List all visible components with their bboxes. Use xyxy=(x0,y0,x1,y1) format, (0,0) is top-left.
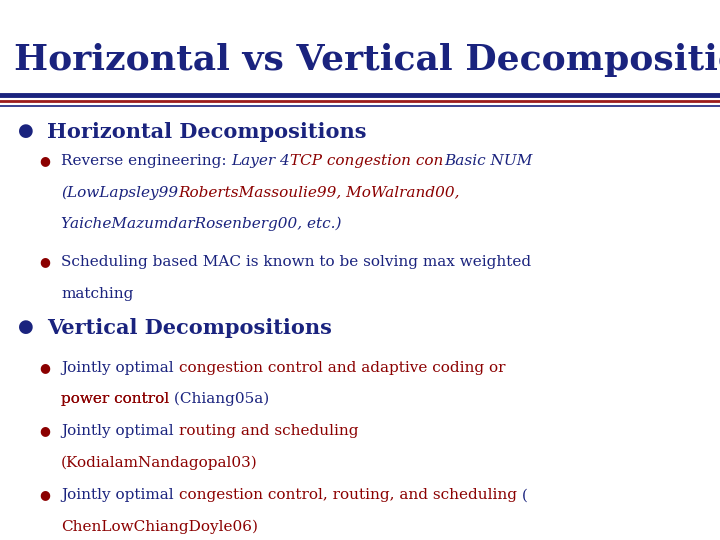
Text: congestion control, routing, and scheduling: congestion control, routing, and schedul… xyxy=(179,488,517,502)
Text: ●: ● xyxy=(40,361,50,374)
Text: Horizontal vs Vertical Decomposition: Horizontal vs Vertical Decomposition xyxy=(14,43,720,77)
Text: Vertical Decompositions: Vertical Decompositions xyxy=(47,318,332,338)
Text: ●: ● xyxy=(40,255,50,268)
Text: Basic NUM: Basic NUM xyxy=(444,154,532,168)
Text: ChenLowChiangDoyle06): ChenLowChiangDoyle06) xyxy=(61,519,258,534)
Text: power control: power control xyxy=(61,392,169,406)
Text: ●: ● xyxy=(40,424,50,437)
Text: ●: ● xyxy=(40,154,50,167)
Text: power control: power control xyxy=(61,392,169,406)
Text: RobertsMassoulie99, MoWalrand00,: RobertsMassoulie99, MoWalrand00, xyxy=(179,185,460,199)
Text: ●: ● xyxy=(40,488,50,501)
Text: Reverse engineering:: Reverse engineering: xyxy=(61,154,232,168)
Text: Jointly optimal: Jointly optimal xyxy=(61,424,179,438)
Text: (KodialamNandagopal03): (KodialamNandagopal03) xyxy=(61,456,258,470)
Text: (LowLapsley99: (LowLapsley99 xyxy=(61,185,179,200)
Text: Scheduling based MAC is known to be solving max weighted: Scheduling based MAC is known to be solv… xyxy=(61,255,531,269)
Text: (: ( xyxy=(517,488,528,502)
Text: congestion control and adaptive coding or: congestion control and adaptive coding o… xyxy=(179,361,505,375)
Text: matching: matching xyxy=(61,287,134,301)
Text: Jointly optimal: Jointly optimal xyxy=(61,361,179,375)
Text: Layer 4: Layer 4 xyxy=(232,154,290,168)
Text: routing and scheduling: routing and scheduling xyxy=(179,424,359,438)
Text: ●: ● xyxy=(18,122,34,139)
Text: Jointly optimal: Jointly optimal xyxy=(61,488,179,502)
Text: TCP congestion con: TCP congestion con xyxy=(290,154,444,168)
Text: (Chiang05a): (Chiang05a) xyxy=(169,392,269,407)
Text: YaicheMazumdarRosenberg00, etc.): YaicheMazumdarRosenberg00, etc.) xyxy=(61,217,342,231)
Text: ●: ● xyxy=(18,318,34,335)
Text: Horizontal Decompositions: Horizontal Decompositions xyxy=(47,122,366,141)
